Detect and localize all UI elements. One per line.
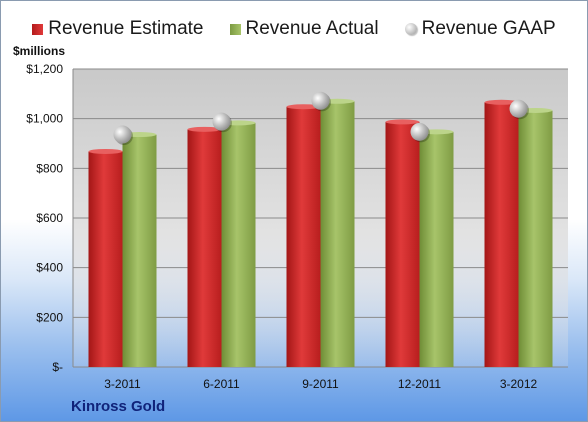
x-tick-label: 3-2011 <box>104 377 141 391</box>
legend-label-actual: Revenue Actual <box>245 18 379 39</box>
gaap-marker <box>113 125 132 144</box>
x-tick-labels: 3-2011 6-2011 9-2011 12-2011 3-2012 <box>104 377 537 391</box>
x-tick-label: 12-2011 <box>398 377 441 391</box>
actual-bar <box>320 101 355 368</box>
y-tick-label: $- <box>52 360 63 374</box>
estimate-bar-cap <box>187 126 222 132</box>
y-axis-unit-label: $millions <box>13 44 66 58</box>
y-tick-labels: $- $200 $400 $600 $800 $1,000 $1,200 <box>26 62 63 374</box>
estimate-bar <box>187 129 222 367</box>
y-tick-label: $1,000 <box>26 112 63 126</box>
actual-bar <box>419 131 454 367</box>
legend-marker-gaap <box>404 23 417 35</box>
y-tick-label: $600 <box>36 211 63 225</box>
y-tick-label: $200 <box>36 310 63 324</box>
estimate-bar <box>484 102 519 367</box>
actual-bar <box>221 122 256 367</box>
gaap-marker <box>509 99 528 118</box>
company-name: Kinross Gold <box>71 398 166 415</box>
legend-item-actual: Revenue Actual <box>229 18 379 40</box>
x-tick-label: 6-2011 <box>203 377 240 391</box>
estimate-bar-cap <box>484 99 519 105</box>
legend-item-estimate: Revenue Estimate <box>32 18 204 40</box>
legend-label-gaap: Revenue GAAP <box>421 18 556 39</box>
x-tick-label: 3-2012 <box>500 377 538 391</box>
legend: Revenue Estimate Revenue Actual Revenue … <box>1 17 587 41</box>
gaap-marker <box>212 112 231 131</box>
legend-item-gaap: Revenue GAAP <box>404 18 556 40</box>
gaap-marker <box>410 122 429 141</box>
x-tick-label: 9-2011 <box>302 377 339 391</box>
y-tick-label: $1,200 <box>26 62 63 76</box>
estimate-bar <box>286 106 321 367</box>
y-tick-label: $400 <box>36 261 63 275</box>
gaap-marker <box>311 91 330 110</box>
estimate-bar-cap <box>286 104 321 110</box>
estimate-bar <box>88 151 123 367</box>
estimate-bar-cap <box>385 119 420 125</box>
gaap-markers <box>113 91 529 146</box>
bars <box>88 98 553 368</box>
estimate-bar <box>385 121 420 368</box>
legend-label-estimate: Revenue Estimate <box>48 18 204 39</box>
estimate-bar-cap <box>88 148 123 154</box>
legend-swatch-actual <box>229 23 241 35</box>
legend-swatch-estimate <box>32 23 44 35</box>
y-tick-label: $800 <box>36 161 63 175</box>
actual-bar <box>122 134 157 367</box>
actual-bar <box>518 110 553 367</box>
